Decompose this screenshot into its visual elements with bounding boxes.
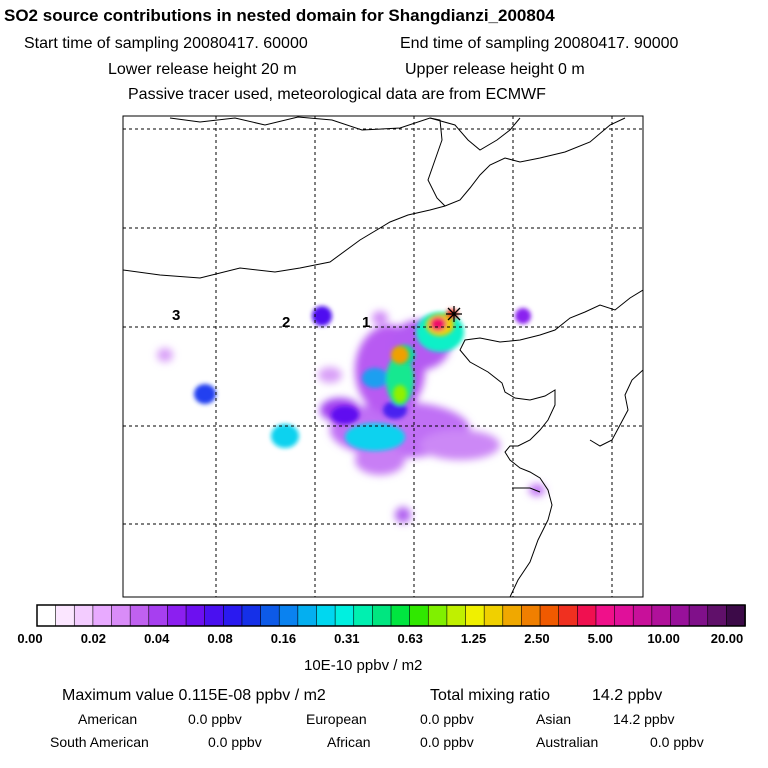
region-value: 0.0 ppbv — [208, 734, 262, 750]
colorbar-tick-label: 0.63 — [397, 631, 423, 646]
region-name: Asian — [536, 711, 572, 727]
map-frame — [122, 115, 644, 598]
colorbar-tick-label: 1.25 — [460, 631, 487, 646]
colorbar-tick-label: 20.00 — [710, 631, 744, 646]
colorbar-cell — [223, 604, 243, 627]
colorbar-cell — [55, 604, 76, 627]
colorbar-cell — [707, 604, 728, 627]
colorbar-cell — [632, 604, 653, 627]
page-title: SO2 source contributions in nested domai… — [4, 6, 555, 25]
colorbar-cell — [521, 604, 541, 627]
colorbar-cell — [688, 604, 709, 627]
start-time: Start time of sampling 20080417. 60000 — [24, 35, 308, 52]
colorbar-cell — [577, 604, 597, 627]
colorbar-cell — [372, 604, 392, 627]
region-value: 14.2 ppbv — [613, 711, 675, 727]
colorbar-cell — [36, 604, 57, 627]
ring-label-2: 2 — [282, 314, 290, 331]
colorbar-cell — [465, 604, 485, 627]
region-name: Australian — [536, 734, 599, 750]
colorbar-cell — [409, 604, 430, 627]
colorbar-cell — [92, 604, 113, 627]
colorbar-cell — [651, 604, 672, 627]
region-value: 0.0 ppbv — [188, 711, 242, 727]
colorbar-frame — [36, 604, 746, 627]
colorbar-cell — [111, 604, 131, 627]
colorbar-tick-label: 0.02 — [80, 631, 107, 646]
colorbar-cell — [502, 604, 523, 627]
tracer-note: Passive tracer used, meteorological data… — [128, 86, 546, 103]
colorbar-tick-label: 0.08 — [207, 631, 233, 646]
colorbar-units: 10E-10 ppbv / m2 — [304, 657, 423, 674]
colorbar-tick-label: 0.04 — [144, 631, 170, 646]
colorbar-cell — [73, 604, 94, 627]
colorbar-tick-label: 0.00 — [17, 631, 43, 646]
colorbar-tick-label: 5.00 — [587, 631, 613, 646]
colorbar-tick-label: 0.31 — [334, 631, 360, 646]
colorbar-cell — [316, 604, 336, 627]
coastlines — [123, 116, 643, 597]
colorbar-cell — [446, 604, 467, 627]
colorbar-cell — [427, 604, 448, 627]
region-value: 0.0 ppbv — [420, 734, 474, 750]
colorbar-cell — [334, 604, 355, 627]
colorbar-cell — [297, 604, 318, 627]
colorbar-cell — [129, 604, 150, 627]
plume-mid — [194, 306, 531, 451]
upper-release-height: Upper release height 0 m — [405, 61, 585, 78]
lat-lon-grid — [123, 116, 643, 597]
plume-high — [391, 309, 458, 403]
colorbar-tick-label: 0.16 — [270, 631, 297, 646]
region-value: 0.0 ppbv — [420, 711, 474, 727]
colorbar-cell — [726, 604, 746, 627]
colorbar-cell — [148, 604, 169, 627]
station-star-icon — [446, 306, 462, 322]
colorbar-cell — [241, 604, 262, 627]
colorbar-cell — [670, 604, 690, 627]
region-name: American — [78, 711, 138, 727]
max-value: Maximum value 0.115E-08 ppbv / m2 — [62, 687, 326, 704]
region-name: South American — [50, 734, 149, 750]
colorbar-cell — [204, 604, 225, 627]
colorbar-cell — [595, 604, 616, 627]
colorbar-cell — [539, 604, 560, 627]
end-time: End time of sampling 20080417. 90000 — [400, 35, 679, 52]
colorbar-cell — [278, 604, 299, 627]
colorbar-cell — [390, 604, 411, 627]
ring-label-3: 3 — [172, 307, 180, 324]
colorbar-cell — [483, 604, 504, 627]
colorbar-cell — [185, 604, 206, 627]
region-name: European — [306, 711, 367, 727]
colorbar-cell — [260, 604, 281, 627]
colorbar-tick-label: 10.00 — [647, 631, 680, 646]
lower-release-height: Lower release height 20 m — [108, 61, 297, 78]
colorbar-cell — [353, 604, 374, 627]
colorbar-tick-label: 2.50 — [524, 631, 550, 646]
ring-label-1: 1 — [362, 314, 370, 331]
colorbar-cell — [558, 604, 579, 627]
colorbar-cell — [167, 604, 187, 627]
total-mixing-value: 14.2 ppbv — [592, 687, 663, 704]
total-mixing-label: Total mixing ratio — [430, 687, 551, 704]
region-value: 0.0 ppbv — [650, 734, 704, 750]
region-name: African — [327, 734, 371, 750]
colorbar-cell — [614, 604, 635, 627]
